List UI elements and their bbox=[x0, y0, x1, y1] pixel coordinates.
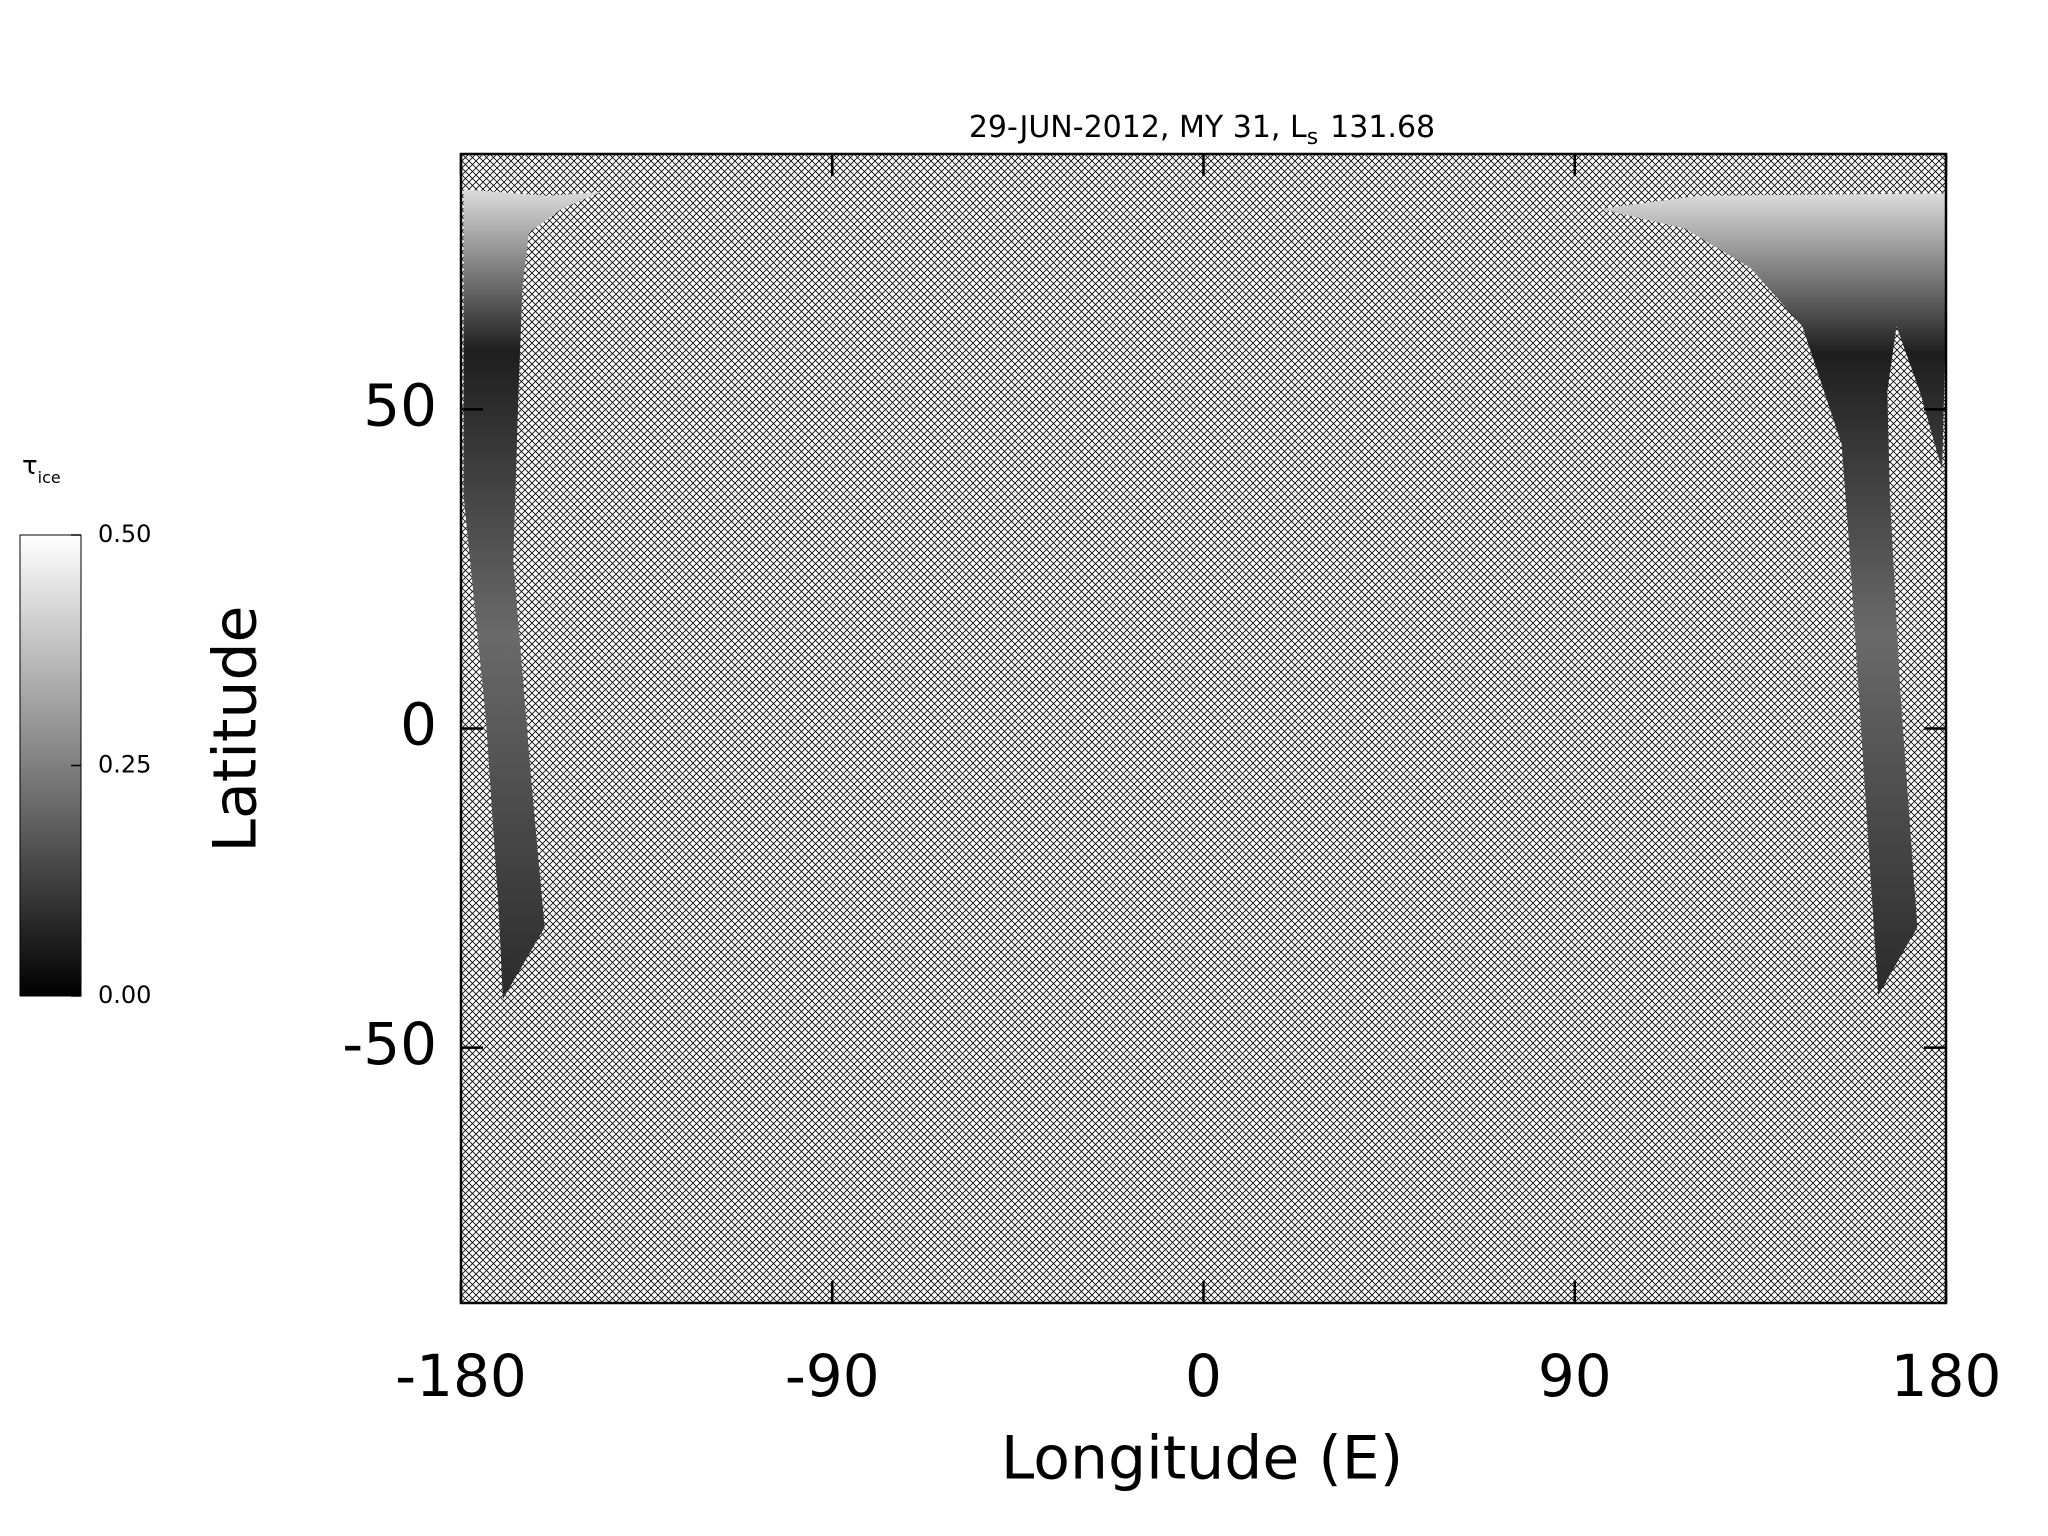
no-data-hatch bbox=[461, 154, 1946, 1303]
y-axis-label: Latitude bbox=[201, 606, 271, 853]
x-tick-label: 0 bbox=[1185, 1342, 1222, 1410]
title-suffix: 131.68 bbox=[1330, 110, 1435, 145]
colorbar-tick-label: 0.50 bbox=[98, 520, 151, 548]
observation-swaths bbox=[463, 189, 1947, 1000]
y-tick-label: -50 bbox=[342, 1010, 437, 1078]
x-tick-label: 180 bbox=[1891, 1342, 2002, 1410]
colorbar-label: τice bbox=[22, 451, 61, 487]
x-tick-label: -180 bbox=[395, 1342, 527, 1410]
swath bbox=[463, 189, 601, 1000]
y-tick-label: 50 bbox=[363, 371, 437, 439]
swath bbox=[1599, 193, 1947, 996]
y-tick-label: 0 bbox=[400, 691, 437, 759]
x-axis-label: Longitude (E) bbox=[1001, 1424, 1403, 1494]
chart-title: 29-JUN-2012, MY 31, Ls 131.68 bbox=[969, 110, 1435, 151]
colorbar-label-subscript: ice bbox=[38, 468, 61, 487]
colorbar bbox=[19, 534, 82, 997]
colorbar-tick-label: 0.25 bbox=[98, 751, 151, 779]
x-tick-label: -90 bbox=[785, 1342, 880, 1410]
colorbar-label-text: τ bbox=[22, 451, 38, 481]
colorbar-tick-label: 0.00 bbox=[98, 981, 151, 1009]
title-subscript: s bbox=[1307, 125, 1318, 150]
title-text: 29-JUN-2012, MY 31, L bbox=[969, 110, 1307, 145]
x-tick-label: 90 bbox=[1538, 1342, 1612, 1410]
